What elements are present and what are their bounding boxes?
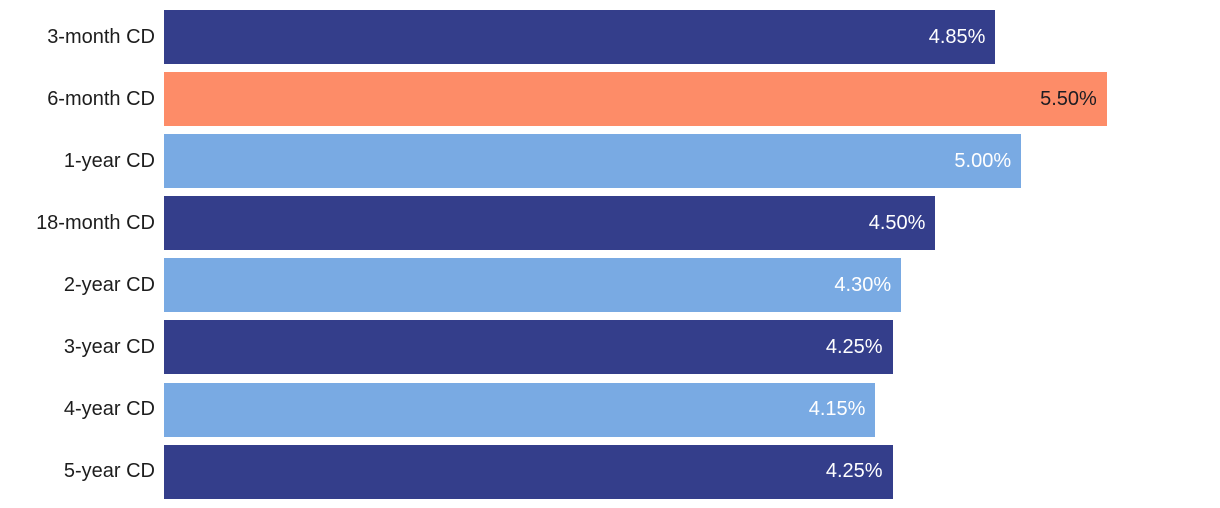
chart-row: 1-year CD 5.00% xyxy=(0,134,1220,189)
category-label: 1-year CD xyxy=(63,149,155,172)
chart-plot-area: 3-month CD 4.85% 6-month CD 5.50% 1-year… xyxy=(0,10,1220,499)
chart-row: 4-year CD 4.15% xyxy=(0,382,1220,437)
category-label: 5-year CD xyxy=(63,460,155,483)
value-label: 4.25% xyxy=(825,460,883,483)
category-label: 3-month CD xyxy=(47,25,155,48)
bar-track: 5.00% xyxy=(164,134,1220,189)
category-label: 18-month CD xyxy=(36,211,155,234)
bar: 5.00% xyxy=(164,134,1022,189)
value-label: 4.25% xyxy=(825,335,883,358)
bar-track: 4.25% xyxy=(164,444,1220,499)
category-label: 6-month CD xyxy=(47,87,155,110)
bar-track: 4.50% xyxy=(164,196,1220,251)
value-label: 5.00% xyxy=(954,149,1012,172)
value-label: 4.30% xyxy=(834,273,892,296)
category-label: 2-year CD xyxy=(63,273,155,296)
value-label: 4.15% xyxy=(808,398,866,421)
bar-track: 4.85% xyxy=(164,10,1220,64)
bar: 4.30% xyxy=(164,258,902,313)
chart-row: 18-month CD 4.50% xyxy=(0,196,1220,251)
bar: 4.25% xyxy=(164,444,893,499)
category-label: 4-year CD xyxy=(63,398,155,421)
bar: 4.15% xyxy=(164,382,876,437)
bar: 4.25% xyxy=(164,320,893,375)
chart-row: 2-year CD 4.30% xyxy=(0,258,1220,313)
bar-track: 5.50% xyxy=(164,72,1220,127)
chart-row: 5-year CD 4.25% xyxy=(0,444,1220,499)
bar: 4.85% xyxy=(164,10,996,64)
chart-row: 3-month CD 4.85% xyxy=(0,10,1220,64)
value-label: 4.50% xyxy=(868,211,926,234)
chart-row: 6-month CD 5.50% xyxy=(0,72,1220,127)
bar: 4.50% xyxy=(164,196,936,251)
bar-track: 4.30% xyxy=(164,258,1220,313)
value-label: 5.50% xyxy=(1040,87,1097,110)
bar-track: 4.25% xyxy=(164,320,1220,375)
category-label: 3-year CD xyxy=(63,335,155,358)
bar: 5.50% xyxy=(164,72,1107,127)
bar-track: 4.15% xyxy=(164,382,1220,437)
chart-row: 3-year CD 4.25% xyxy=(0,320,1220,375)
value-label: 4.85% xyxy=(928,25,986,48)
